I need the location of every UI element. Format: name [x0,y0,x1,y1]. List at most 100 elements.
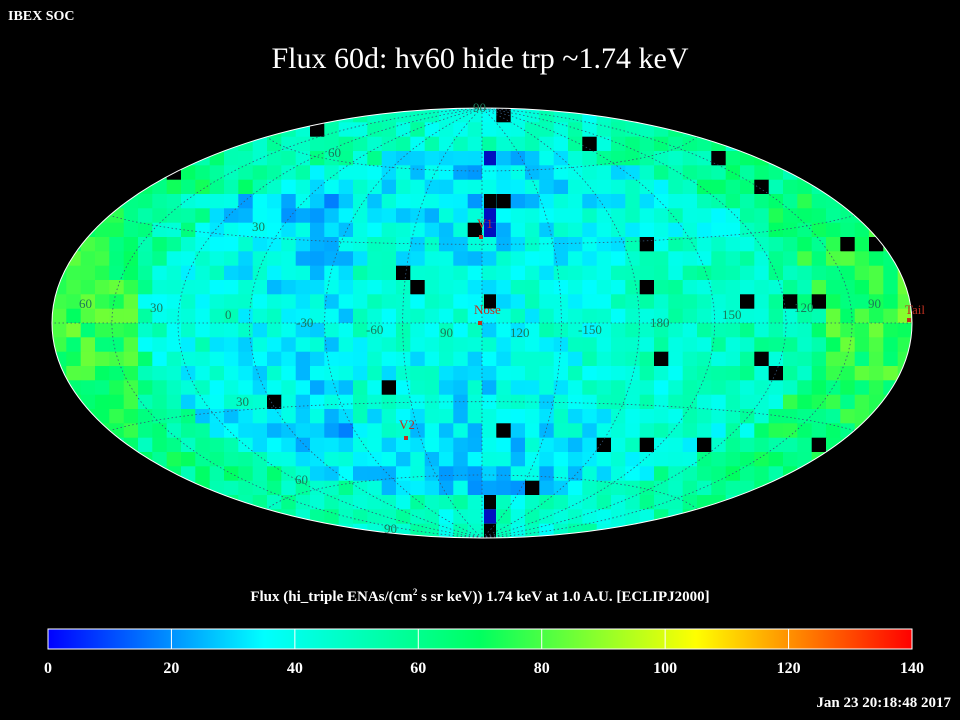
flux-pixel [783,280,798,295]
flux-pixel [639,323,655,338]
flux-pixel [596,366,612,381]
flux-pixel [482,165,497,181]
flux-pixel [467,394,483,410]
flux-pixel [596,122,612,138]
flux-pixel [568,265,583,281]
flux-pixel [367,366,383,381]
flux-pixel [797,308,813,324]
flux-pixel [439,237,454,252]
flux-pixel [582,251,598,267]
flux-pixel [783,222,798,238]
flux-pixel [324,194,340,209]
flux-pixel [338,294,354,310]
flux-pixel [181,466,196,482]
flux-pixel [725,208,741,224]
flux-pixel [553,151,569,166]
flux-pixel [525,337,540,353]
flux-pixel [496,108,512,123]
flux-pixel [95,222,110,238]
flux-pixel [439,265,454,281]
flux-pixel [467,423,483,439]
flux-pixel [310,308,325,324]
flux-pixel [525,179,540,195]
flux-pixel [310,265,325,281]
flux-pixel [496,452,512,467]
flux-pixel [539,466,555,482]
flux-pixel [281,265,297,281]
flux-pixel [252,251,268,267]
flux-pixel [424,480,440,496]
flux-pixel [783,308,798,324]
flux-pixel [195,366,211,381]
flux-pixel [166,409,182,424]
flux-pixel [496,265,512,281]
flux-pixel [238,437,254,453]
flux-pixel [496,437,512,453]
flux-pixel [510,194,526,209]
flux-pixel [267,222,282,238]
flux-pixel [510,394,526,410]
flux-pixel [482,452,497,467]
flux-pixel [367,452,383,467]
flux-pixel [496,194,512,209]
colorbar-tick-label: 0 [44,660,52,677]
flux-pixel [539,337,555,353]
flux-pixel [324,151,340,166]
flux-pixel [854,323,870,338]
flux-pixel [281,394,297,410]
flux-pixel [209,194,225,209]
flux-pixel [740,280,755,295]
flux-pixel [797,222,813,238]
flux-pixel [367,251,383,267]
flux-pixel [596,280,612,295]
flux-pixel [267,423,282,439]
flux-pixel [396,337,411,353]
flux-pixel [711,151,727,166]
flux-pixel [381,409,397,424]
flux-pixel [310,466,325,482]
flux-pixel [525,437,540,453]
flux-pixel [754,466,770,482]
flux-pixel [338,351,354,367]
flux-pixel [439,194,454,209]
flux-pixel [797,265,813,281]
flux-pixel [482,136,497,152]
flux-pixel [539,237,555,252]
flux-pixel [138,437,153,453]
longitude-label: 30 [150,300,163,315]
flux-pixel [869,294,884,310]
flux-pixel [267,179,282,195]
flux-pixel [496,151,512,166]
flux-pixel [338,265,354,281]
flux-pixel [611,351,626,367]
flux-pixel [625,351,641,367]
flux-pixel [410,237,426,252]
flux-pixel [484,208,496,223]
flux-pixel [697,380,712,396]
flux-pixel [109,308,125,324]
flux-pixel [496,136,512,152]
flux-pixel [625,265,641,281]
flux-pixel [496,509,512,525]
flux-pixel [596,251,612,267]
flux-pixel [697,351,712,367]
flux-pixel [711,208,727,224]
flux-pixel [525,165,540,181]
flux-pixel [195,466,211,482]
flux-pixel [697,151,712,166]
flux-pixel [123,337,139,353]
flux-pixel [682,380,698,396]
flux-pixel [424,194,440,209]
flux-pixel [639,179,655,195]
flux-pixel [410,151,426,166]
flux-pixel [568,222,583,238]
flux-pixel [324,280,340,295]
flux-pixel [238,165,254,181]
flux-pixel [539,294,555,310]
flux-pixel [424,452,440,467]
flux-pixel [611,122,626,138]
flux-pixel [854,337,870,353]
flux-pixel [224,265,239,281]
flux-pixel [410,280,426,295]
